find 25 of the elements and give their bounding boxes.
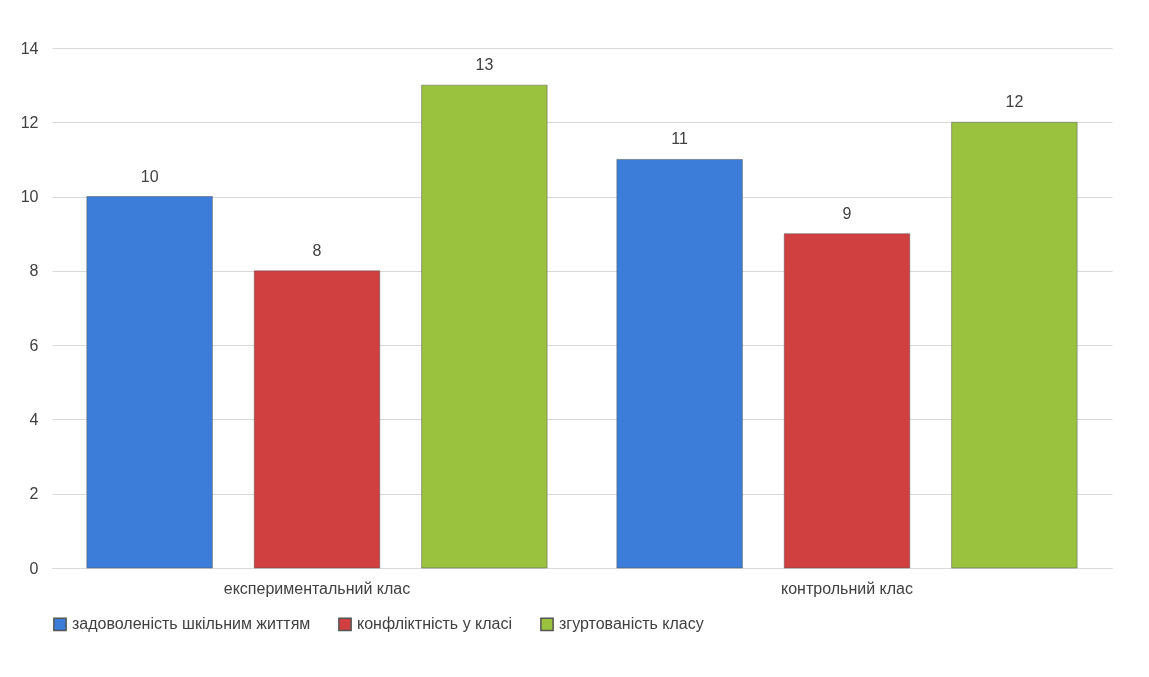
y-tick-label: 12 (20, 113, 39, 131)
legend-label: задоволеність шкільним життям (72, 615, 311, 633)
bar (421, 84, 548, 569)
legend-label: конфліктність у класі (357, 615, 513, 633)
y-tick-label: 8 (29, 262, 39, 280)
bar (616, 159, 743, 569)
data-label: 11 (671, 130, 689, 148)
bar (253, 270, 381, 569)
data-label: 9 (842, 204, 852, 222)
y-tick-label: 0 (29, 559, 39, 577)
data-label: 13 (475, 56, 494, 74)
data-label: 12 (1005, 93, 1024, 111)
x-tick-label: контрольний клас (781, 579, 913, 597)
bar (951, 122, 1078, 569)
data-label: 8 (312, 241, 322, 259)
bar (86, 196, 213, 569)
y-tick-label: 10 (20, 188, 39, 206)
legend-label: згуртованість класу (559, 615, 704, 633)
y-tick-label: 14 (20, 39, 39, 57)
y-tick-label: 2 (29, 485, 39, 503)
x-tick-label: експериментальний клас (223, 579, 411, 597)
y-tick-label: 6 (29, 336, 39, 354)
bar (783, 233, 911, 569)
data-label: 10 (140, 167, 159, 185)
y-tick-label: 4 (29, 410, 39, 428)
